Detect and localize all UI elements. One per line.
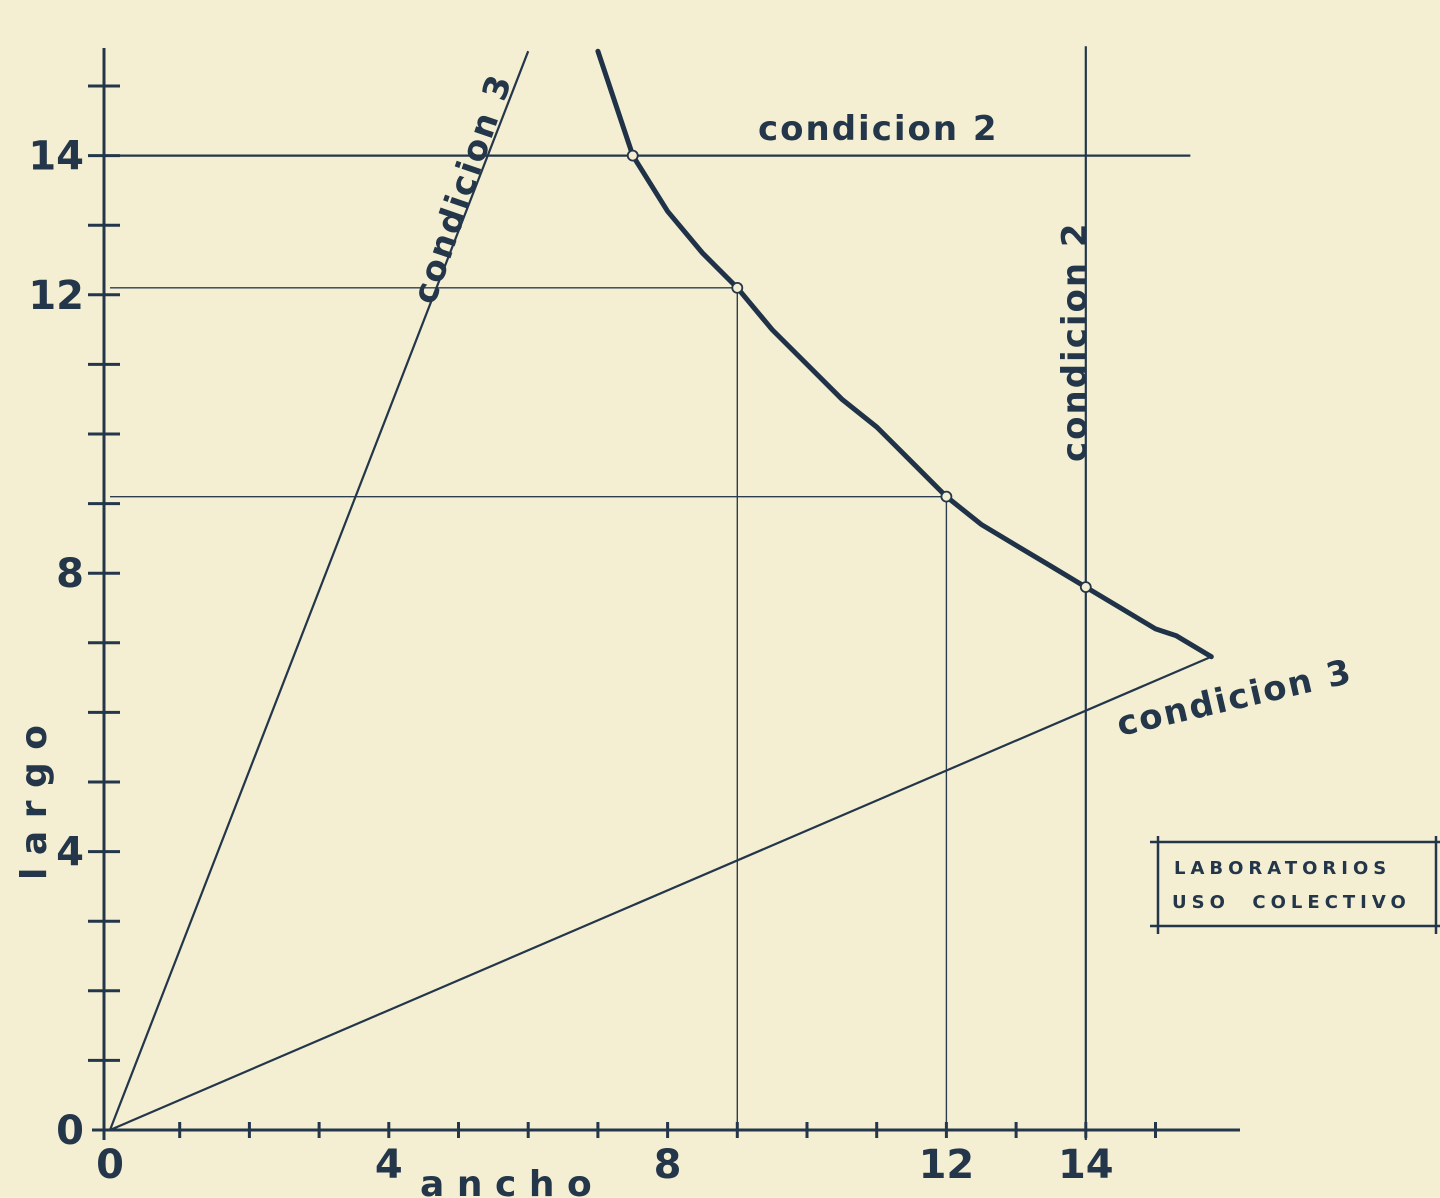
legend-line-1: LABORATORIOS xyxy=(1174,858,1391,879)
point-markers xyxy=(626,149,1092,594)
x-tick-label-4: 4 xyxy=(375,1142,403,1188)
label-condicion-3-steep: condicion 3 xyxy=(405,68,521,308)
legend-box: LABORATORIOS USO COLECTIVO xyxy=(1150,836,1440,934)
condicion-3-line-2 xyxy=(109,655,1212,1132)
point-marker-1 xyxy=(731,281,744,294)
x-tick-label-8: 8 xyxy=(654,1142,682,1188)
x-tick-label-0: 0 xyxy=(96,1142,124,1188)
label-condicion-2-horizontal: condicion 2 xyxy=(758,109,999,149)
legend-line-2: USO COLECTIVO xyxy=(1172,892,1411,913)
label-condicion-2-vertical: condicion 2 xyxy=(1055,221,1095,462)
guide-lines xyxy=(110,287,948,1130)
condicion-3-line-1 xyxy=(108,50,530,1131)
ticks: 0 4 8 12 14 0 4 8 12 14 xyxy=(28,84,1157,1188)
y-tick-label-14: 14 xyxy=(28,134,84,180)
curve-series xyxy=(595,48,1214,660)
y-tick-label-8: 8 xyxy=(56,551,84,597)
label-condicion-3-shallow: condicion 3 xyxy=(1113,652,1356,745)
point-marker-0 xyxy=(626,149,639,162)
y-tick-label-0: 0 xyxy=(56,1108,84,1154)
point-marker-3 xyxy=(1079,581,1092,594)
y-tick-label-12: 12 xyxy=(28,273,84,319)
point-marker-2 xyxy=(940,490,953,503)
series-lines xyxy=(108,46,1214,1140)
x-tick-label-12: 12 xyxy=(919,1142,975,1188)
y-axis-title: l a r g o xyxy=(14,725,55,880)
x-axis-title: a n c h o xyxy=(420,1164,592,1198)
x-tick-label-14: 14 xyxy=(1058,1142,1114,1188)
y-tick-label-4: 4 xyxy=(56,830,84,876)
labels: a n c h o l a r g o condicion 3 condicio… xyxy=(14,68,1356,1198)
axes xyxy=(92,48,1240,1140)
